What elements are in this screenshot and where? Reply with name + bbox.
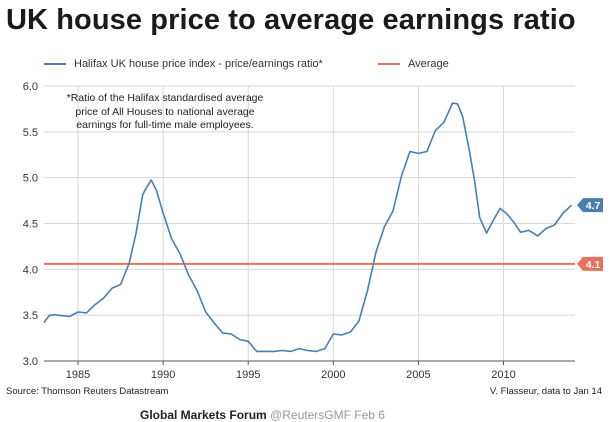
legend-item-average: Average [378,58,449,70]
y-tick-label: 5.5 [23,127,38,139]
legend-swatch-series [44,63,66,65]
x-tick-label: 1990 [151,369,175,381]
x-tick-label: 2005 [406,369,430,381]
forum-name: Global Markets Forum [140,408,267,422]
y-tick-label: 4.0 [23,264,38,276]
y-tick-label: 5.0 [23,173,38,185]
x-tick-label: 2000 [321,369,345,381]
end-label-series-badge [577,198,603,213]
source-text: Source: Thomson Reuters Datastream [6,386,169,397]
y-tick-label: 4.5 [23,219,38,231]
legend-swatch-average [378,63,400,65]
page-title: UK house price to average earnings ratio [6,4,576,36]
forum-footer: Global Markets Forum @ReutersGMF Feb 6 [140,408,385,422]
y-tick-label: 3.5 [23,310,38,322]
end-label-average-badge [577,256,603,271]
y-tick-label: 3.0 [23,356,38,368]
legend-label-average: Average [408,58,449,70]
chart-footnote: *Ratio of the Halifax standardised avera… [66,92,264,131]
y-tick-label: 6.0 [23,81,38,93]
legend-item-series: Halifax UK house price index - price/ear… [44,58,323,70]
end-label-series-text: 4.7 [586,200,601,212]
chart-end-labels: 4.7 4.1 [577,198,603,271]
series-halifax-line [43,102,573,353]
chart-series [43,102,575,353]
legend-label-series: Halifax UK house price index - price/ear… [74,58,323,70]
y-axis: 3.0 3.5 4.0 4.5 5.0 5.5 6.0 [23,81,38,368]
x-tick-label: 1985 [66,369,90,381]
end-label-average-text: 4.1 [586,259,601,271]
x-tick-label: 1995 [236,369,260,381]
forum-handle: @ReutersGMF Feb 6 [270,408,385,422]
credit-text: V. Flasseur, data to Jan 14 [489,386,602,397]
x-axis: 1985 1990 1995 2000 2005 2010 [44,360,575,381]
x-tick-label: 2010 [491,369,515,381]
